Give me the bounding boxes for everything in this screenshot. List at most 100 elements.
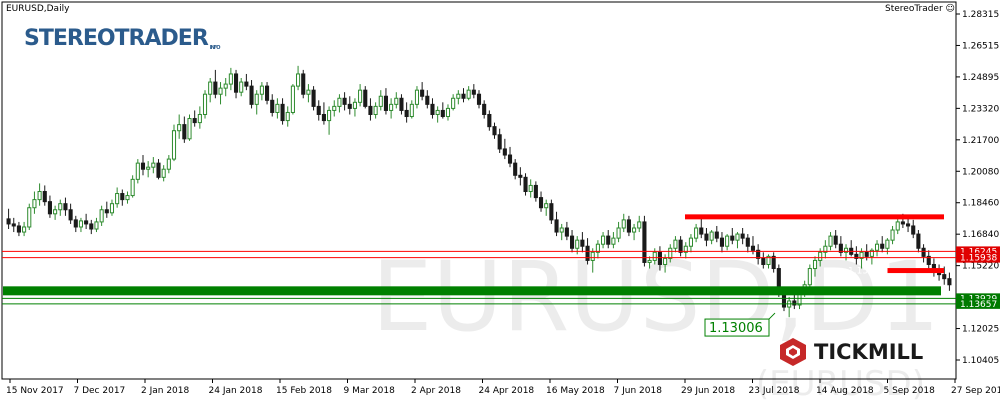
candle-body	[140, 162, 146, 170]
candle-body	[668, 247, 673, 259]
x-tick-label: 29 Jun 2018	[681, 386, 735, 396]
candle-body	[854, 253, 859, 259]
candle-body	[404, 109, 409, 118]
x-tick-label: 27 Sep 2018	[951, 386, 1000, 396]
candle-body	[890, 229, 895, 241]
candle-body	[420, 89, 425, 97]
candle-body	[202, 93, 208, 115]
candle-body	[166, 158, 171, 170]
candle-body	[476, 93, 482, 105]
candle-body	[750, 245, 756, 251]
candle-body	[864, 251, 869, 257]
candle-body	[99, 209, 104, 223]
candle-body	[58, 203, 63, 211]
candle-body	[704, 233, 709, 241]
candle-body	[27, 207, 32, 228]
candle-body	[285, 111, 290, 122]
y-tick-label: 1.20080	[962, 167, 999, 177]
candle-body	[766, 255, 771, 265]
candle-body	[259, 85, 264, 95]
candle-body	[435, 109, 440, 115]
candle-body	[843, 247, 849, 253]
candle-body	[823, 245, 828, 253]
low-price-leader	[768, 312, 776, 320]
x-tick-label: 23 Jul 2018	[749, 386, 800, 396]
candle-body	[569, 235, 575, 249]
price-tag-label: 1.15938	[960, 254, 997, 264]
candle-body	[740, 233, 745, 239]
candle-body	[399, 97, 404, 111]
candle-body	[585, 245, 590, 261]
candle-body	[730, 235, 735, 241]
y-tick-label: 1.21700	[962, 136, 999, 146]
x-tick-label: 14 Aug 2018	[816, 386, 874, 396]
y-tick-label: 1.24895	[962, 73, 999, 83]
candle-body	[678, 239, 683, 253]
candle-body	[611, 237, 616, 245]
candle-body	[290, 85, 295, 113]
tickmill-hexagon-icon	[780, 338, 806, 366]
candle-body	[327, 109, 332, 122]
candle-body	[182, 124, 187, 140]
candle-body	[249, 85, 254, 105]
candle-body	[694, 227, 699, 239]
candle-body	[513, 162, 518, 176]
candle-body	[368, 105, 373, 115]
candle-body	[311, 89, 316, 107]
candle-body	[874, 243, 880, 251]
candle-body	[492, 126, 497, 136]
candle-body	[709, 231, 714, 241]
candle-body	[358, 89, 363, 103]
candle-body	[363, 89, 368, 107]
candle-body	[37, 191, 42, 201]
candle-body	[880, 243, 885, 249]
resistance-price-annotation: 1.15300	[848, 267, 885, 277]
logo-sub: INFO	[209, 45, 221, 51]
candle-body	[947, 278, 952, 286]
candle-body	[321, 113, 326, 122]
candle-body	[440, 109, 445, 118]
low-price-annotation: 1.13006	[709, 321, 763, 336]
watermark-subtitle: (EURUSD)	[756, 364, 925, 400]
x-tick-label: 2 Jan 2018	[141, 386, 189, 396]
candle-body	[192, 118, 197, 124]
y-tick-label: 1.16840	[962, 230, 999, 240]
y-tick-label: 1.10405	[962, 356, 999, 366]
candle-body	[456, 93, 461, 99]
candle-body	[523, 176, 528, 193]
candle-body	[632, 227, 637, 233]
x-tick-label: 15 Nov 2017	[6, 386, 64, 396]
low-price-annotation-box	[704, 318, 770, 337]
candle-body	[115, 193, 120, 205]
candle-body	[818, 251, 823, 261]
y-tick-label: 1.23320	[962, 104, 999, 114]
brand-label: StereoTrader ☺	[885, 4, 955, 14]
candle-body	[275, 103, 280, 113]
candle-body	[352, 101, 357, 109]
candle-body	[342, 97, 347, 105]
candle-body	[156, 162, 161, 178]
x-tick-label: 7 Dec 2017	[74, 386, 126, 396]
candle-body	[53, 209, 58, 215]
candle-body	[409, 103, 414, 118]
candle-body	[828, 235, 833, 247]
candle-body	[471, 89, 476, 95]
candle-body	[482, 103, 487, 115]
price-tag-box	[956, 293, 1000, 304]
candle-body	[683, 245, 688, 253]
candle-body	[445, 107, 451, 118]
candle-body	[265, 85, 270, 101]
candle-body	[497, 134, 502, 150]
candle-body	[833, 235, 838, 245]
candle-body	[378, 95, 383, 107]
y-tick-label: 1.18460	[962, 199, 999, 209]
candle-body	[590, 251, 595, 261]
candle-body	[239, 81, 244, 93]
candle-body	[84, 220, 89, 225]
candle-body	[895, 221, 900, 231]
candle-body	[538, 197, 544, 209]
candle-body	[621, 219, 626, 229]
candle-body	[151, 162, 156, 168]
